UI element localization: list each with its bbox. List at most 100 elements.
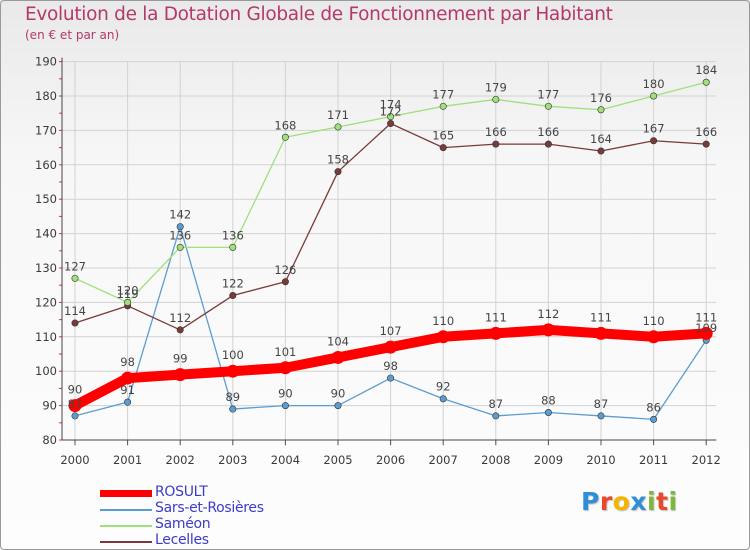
data-point-sameon [281,133,289,141]
data-point-rosult [173,368,187,382]
data-point-sars-et-rosieres [492,412,500,420]
data-label-rosult: 111 [485,310,507,324]
y-tick-label: 110 [35,330,57,344]
data-point-sars-et-rosieres [229,405,237,413]
data-label-sars-et-rosieres: 90 [331,387,346,401]
y-tick-label: 170 [35,123,57,137]
data-label-rosult: 107 [380,324,402,338]
axes: 80 90 100 110 120 130 140 150 160 170 180 190 2000 20… [35,55,721,467]
data-label-rosult: 90 [68,383,83,397]
data-point-lecelles [281,278,289,286]
data-point-lecelles [650,137,658,145]
x-tick-label: 2000 [60,453,89,467]
data-label-sars-et-rosieres: 92 [436,380,451,394]
chart-title: Evolution de la Dotation Globale de Fonc… [25,4,613,25]
data-label-sars-et-rosieres: 88 [541,393,556,407]
data-point-sars-et-rosieres [650,415,658,423]
data-label-sameon: 136 [222,228,244,242]
x-tick-label: 2009 [534,453,563,467]
data-label-lecelles: 166 [695,125,717,139]
data-label-sars-et-rosieres: 87 [594,397,609,411]
legend-swatch-rosult [100,490,152,497]
y-tick-label: 140 [35,227,57,241]
legend-swatch-sars-et-rosieres [100,509,152,511]
data-point-sameon [597,106,605,114]
data-point-sameon [439,102,447,110]
logo-letter: x [630,487,647,516]
data-label-lecelles: 166 [485,125,507,139]
data-label-rosult: 112 [537,307,559,321]
data-label-sameon: 177 [537,87,559,101]
data-point-rosult [647,330,661,344]
data-label-sameon: 136 [169,228,191,242]
data-point-sameon [544,102,552,110]
logo-letter: r [599,487,613,516]
data-point-lecelles [176,326,184,334]
data-label-sars-et-rosieres: 87 [68,397,83,411]
x-tick-label: 2007 [429,453,458,467]
data-point-rosult [489,326,503,340]
y-tick-label: 90 [42,399,57,413]
data-label-sars-et-rosieres: 89 [225,390,240,404]
data-point-sars-et-rosieres [439,395,447,403]
legend-label-rosult: ROSULT [155,484,208,500]
x-tick-label: 2001 [113,453,142,467]
data-label-sameon: 127 [64,259,86,273]
data-point-sameon [650,92,658,100]
x-tick-label: 2002 [166,453,195,467]
data-point-rosult [68,399,82,413]
data-label-sars-et-rosieres: 90 [278,387,293,401]
data-point-sameon [702,78,710,86]
data-point-rosult [384,340,398,354]
data-point-sameon [334,123,342,131]
y-tick-label: 130 [35,261,57,275]
data-point-rosult [121,371,135,385]
logo-letter: P [581,487,600,516]
data-label-lecelles: 158 [327,153,349,167]
data-label-sars-et-rosieres: 91 [120,383,135,397]
data-label-sameon: 168 [274,118,296,132]
data-label-lecelles: 165 [432,129,454,143]
data-point-sars-et-rosieres [387,374,395,382]
data-point-lecelles [229,292,237,300]
y-tick-label: 80 [42,433,57,447]
data-label-lecelles: 172 [380,105,402,119]
data-point-lecelles [492,140,500,148]
data-point-sameon [71,274,79,282]
data-label-rosult: 104 [327,334,349,348]
data-point-lecelles [387,120,395,128]
logo-letter: i [647,487,657,516]
data-label-rosult: 110 [643,314,665,328]
data-point-lecelles [439,144,447,152]
data-label-lecelles: 164 [590,132,612,146]
data-label-lecelles: 166 [537,125,559,139]
data-point-sameon [387,113,395,121]
y-tick-label: 180 [35,89,57,103]
x-tick-label: 2003 [218,453,247,467]
legend-swatch-sameon [100,525,152,527]
data-label-sars-et-rosieres: 142 [169,208,191,222]
data-point-lecelles [71,319,79,327]
data-label-sameon: 180 [643,77,665,91]
data-label-lecelles: 114 [64,304,86,318]
data-label-rosult: 99 [173,352,188,366]
data-label-lecelles: 167 [643,122,665,136]
data-label-rosult: 101 [274,345,296,359]
data-label-lecelles: 122 [222,277,244,291]
x-tick-label: 2011 [639,453,668,467]
data-label-rosult: 111 [590,310,612,324]
data-point-rosult [226,364,240,378]
data-point-sameon [124,298,132,306]
data-labels: 90 98 99 100 101 104 107 110 111 112 111 110 111 87 91… [64,63,717,414]
x-tick-label: 2005 [323,453,352,467]
x-tick-label: 2006 [376,453,405,467]
data-label-sameon: 171 [327,108,349,122]
logo-letter: i [668,487,678,516]
chart-subtitle: (en € et par an) [25,28,120,42]
proxiti-logo: Proxiti [581,487,678,516]
legend-swatch-lecelles [100,541,152,543]
y-tick-label: 120 [35,295,57,309]
data-point-rosult [699,326,713,340]
data-label-sars-et-rosieres: 87 [488,397,503,411]
